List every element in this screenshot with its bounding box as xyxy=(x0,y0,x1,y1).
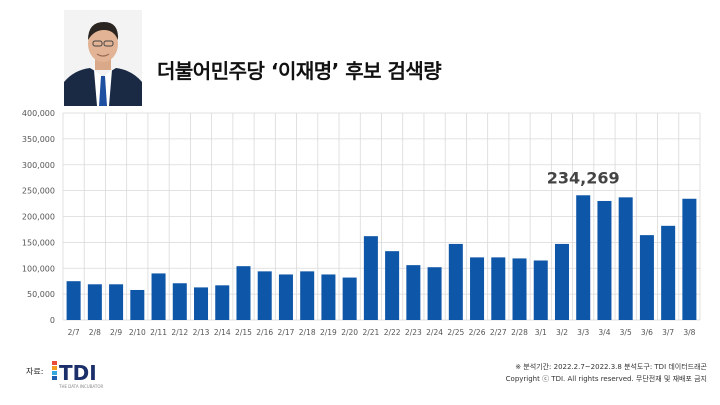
y-tick-label: 300,000 xyxy=(22,161,55,170)
y-tick-label: 350,000 xyxy=(22,135,55,144)
bar-2/8 xyxy=(87,284,102,320)
x-tick-label: 2/16 xyxy=(256,328,273,337)
x-tick-label: 3/2 xyxy=(556,328,568,337)
bar-3/1 xyxy=(533,260,548,320)
bar-2/9 xyxy=(109,284,124,320)
page-title: 더불어민주당 ‘이재명’ 후보 검색량 xyxy=(157,59,442,83)
x-tick-label: 2/20 xyxy=(341,328,358,337)
x-tick-label: 3/5 xyxy=(620,328,632,337)
logo-text: TDI xyxy=(59,361,97,385)
tdi-logo: TDI THE DATA INCUBATOR xyxy=(52,357,132,391)
bar-2/15 xyxy=(236,266,251,320)
bar-2/19 xyxy=(321,274,336,320)
bars xyxy=(66,195,697,320)
x-tick-label: 2/8 xyxy=(89,328,101,337)
bar-3/5 xyxy=(618,197,633,320)
bar-2/26 xyxy=(470,257,485,320)
bar-2/11 xyxy=(151,273,166,320)
bar-3/3 xyxy=(576,195,591,320)
bar-2/18 xyxy=(300,271,315,320)
y-tick-label: 400,000 xyxy=(22,109,55,118)
x-tick-label: 2/17 xyxy=(278,328,295,337)
x-tick-label: 3/6 xyxy=(641,328,653,337)
annotations: 234,269 xyxy=(547,168,620,187)
x-tick-label: 2/14 xyxy=(214,328,231,337)
bar-2/13 xyxy=(194,287,209,320)
y-tick-label: 0 xyxy=(50,316,55,325)
x-tick-label: 2/12 xyxy=(171,328,188,337)
x-tick-label: 2/27 xyxy=(490,328,507,337)
bar-2/27 xyxy=(491,257,506,320)
x-tick-label: 3/4 xyxy=(598,328,610,337)
x-axis-ticks: 2/7 2/8 2/9 2/10 2/11 2/12 2/13 2/14 2/15 2/16 2/1… xyxy=(68,328,696,337)
x-tick-label: 2/10 xyxy=(129,328,146,337)
x-tick-label: 2/22 xyxy=(384,328,401,337)
y-tick-label: 100,000 xyxy=(22,264,55,273)
x-tick-label: 2/21 xyxy=(362,328,379,337)
analysis-period-note: ※ 분석기간: 2022.2.7~2022.3.8 분석도구: TDI 데이터드… xyxy=(515,363,707,371)
x-tick-label: 2/26 xyxy=(469,328,486,337)
x-tick-label: 2/9 xyxy=(110,328,122,337)
y-axis-ticks: 0 50,000 100,000 150,000 200,000 250,000 300,0… xyxy=(22,109,55,325)
logo-subtext: THE DATA INCUBATOR xyxy=(58,384,103,389)
y-tick-label: 200,000 xyxy=(22,213,55,222)
y-tick-label: 250,000 xyxy=(22,187,55,196)
x-tick-label: 2/13 xyxy=(193,328,210,337)
bar-2/7 xyxy=(66,281,81,320)
bar-2/21 xyxy=(363,236,378,320)
x-tick-label: 2/25 xyxy=(447,328,464,337)
y-tick-label: 150,000 xyxy=(22,238,55,247)
x-tick-label: 3/7 xyxy=(662,328,674,337)
bar-2/24 xyxy=(427,267,442,320)
bar-2/28 xyxy=(512,258,527,320)
bar-2/23 xyxy=(406,265,421,320)
bar-2/12 xyxy=(172,283,187,320)
x-tick-label: 3/3 xyxy=(577,328,589,337)
bar-2/10 xyxy=(130,289,145,320)
grid-lines xyxy=(62,112,701,321)
bar-3/6 xyxy=(639,235,654,320)
x-tick-label: 2/28 xyxy=(511,328,528,337)
x-tick-label: 2/11 xyxy=(150,328,167,337)
bar-chart: 0 50,000 100,000 150,000 200,000 250,000 300,0… xyxy=(22,109,701,337)
bar-2/20 xyxy=(342,277,357,320)
x-tick-label: 2/18 xyxy=(299,328,316,337)
x-tick-label: 2/7 xyxy=(68,328,80,337)
y-tick-label: 50,000 xyxy=(27,290,55,299)
bar-3/8 xyxy=(682,198,697,320)
x-tick-label: 2/24 xyxy=(426,328,443,337)
candidate-photo xyxy=(64,10,142,106)
x-tick-label: 3/8 xyxy=(683,328,695,337)
x-tick-label: 3/1 xyxy=(535,328,547,337)
source-label: 자료: xyxy=(26,367,44,376)
copyright-note: Copyright ⓒ TDI. All rights reserved. 무단… xyxy=(505,375,707,383)
x-tick-label: 2/15 xyxy=(235,328,252,337)
bar-2/14 xyxy=(215,285,230,320)
bar-2/17 xyxy=(278,274,293,320)
x-tick-label: 2/23 xyxy=(405,328,422,337)
annotation-label: 234,269 xyxy=(547,168,620,187)
bar-3/7 xyxy=(661,225,676,320)
bar-2/22 xyxy=(385,251,400,320)
bar-3/2 xyxy=(554,243,569,320)
bar-2/25 xyxy=(448,243,463,320)
bar-3/4 xyxy=(597,200,612,320)
x-tick-label: 2/19 xyxy=(320,328,337,337)
bar-2/16 xyxy=(257,271,272,320)
